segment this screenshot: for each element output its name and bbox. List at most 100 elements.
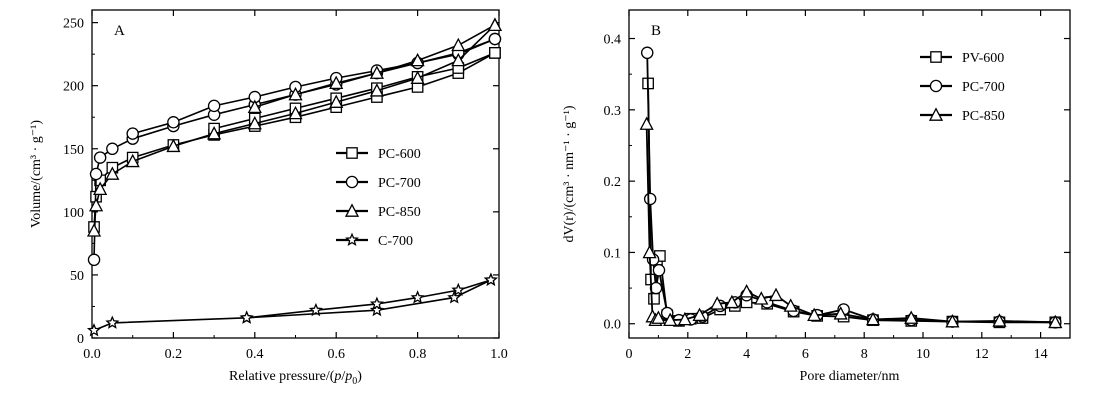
- panel-b-pc-850-data-point: [642, 244, 657, 259]
- panel-a-pc-850-data-point: [105, 166, 120, 180]
- panel-a-y-axis-label: Volume/(cm³ · g⁻¹): [29, 120, 44, 228]
- panel-a-legend-marker-square: [346, 147, 358, 159]
- panel-a-pc-850-data-point: [288, 86, 303, 101]
- panel-a-y-tick-label: 150: [63, 143, 84, 158]
- panel-a-pc-700-data-point: [126, 127, 139, 140]
- panel-a-x-tick-label: 0.2: [165, 347, 183, 362]
- panel-a-legend-label: C-700: [378, 234, 413, 249]
- panel-a-x-tick-label: 1.0: [490, 347, 508, 362]
- panel-a-pc-700-desorption-line: [132, 38, 496, 135]
- panel-b-pc-850-data-point: [663, 312, 678, 327]
- panel-b-pc-850-data-point: [739, 284, 754, 298]
- panel-b-pc-850-data-point: [833, 306, 848, 320]
- panel-a-x-axis-label-text: Relative pressure/(: [229, 369, 335, 384]
- panel-a-c-700-data-point: [451, 282, 466, 297]
- panel-b-pc-850-curve-line: [645, 124, 1056, 324]
- panel-b-label: B: [651, 23, 661, 39]
- panel-a-pc-850-data-point: [93, 181, 108, 195]
- panel-a-pc-850-data-point: [487, 17, 503, 31]
- panel-a-legend-marker-circle: [345, 175, 359, 189]
- panel-a-pc-700-data-point: [207, 99, 221, 113]
- panel-a-x-tick-label: 0.6: [327, 347, 345, 362]
- panel-b-y-tick-label: 0.2: [604, 175, 622, 190]
- panel-b-pc-700-data-point: [643, 192, 657, 206]
- panel-a-pc-700-data-point: [106, 142, 119, 156]
- panel-a-pc-850-data-point: [451, 52, 466, 67]
- panel-a-legend-label: PC-700: [378, 176, 421, 191]
- panel-a-pc-700-data-point: [87, 253, 101, 267]
- panel-a-legend-marker-star: [344, 232, 360, 246]
- panel-b-x-axis-label: Pore diameter/nm: [800, 369, 900, 384]
- panel-a-pc-700-data-point: [167, 116, 180, 129]
- panel-b-pc-700-data-point: [652, 264, 666, 277]
- panel-b-series: [639, 46, 1063, 329]
- panel-a-pc-850-data-point: [88, 197, 104, 212]
- panel-b-x-tick-label: 14: [1034, 347, 1048, 362]
- panel-a-pc-850-data-point: [329, 94, 344, 108]
- panel-a-c-700-data-point: [410, 290, 425, 304]
- panel-a-chart: A 0.0 0.2 0.4 0.6 0.8 1.0 0 50 100 150 200 250 PC-6…: [29, 9, 508, 387]
- panel-b-pc-850-data-point: [724, 294, 739, 309]
- panel-b-pc-850-data-point: [865, 311, 881, 326]
- panel-a-pc-700-adsorption-line: [93, 38, 496, 260]
- panel-b-legend-marker-triangle: [928, 107, 944, 121]
- panel-b-y-tick-label: 0.0: [604, 318, 622, 333]
- panel-b-legend-label: PC-700: [962, 80, 1005, 95]
- panel-a-c-700-data-point: [239, 310, 254, 324]
- panel-a-pc-850-data-point: [247, 115, 262, 130]
- panel-a-axes: 0.0 0.2 0.4 0.6 0.8 1.0 0 50 100 150 200 250: [63, 10, 508, 362]
- panel-a-x-tick-label: 0.0: [83, 347, 101, 362]
- panel-b-pc-850-data-point: [754, 291, 769, 305]
- panel-b-chart: B 0 2 4 6 8 10 12 14 0.0 0.1 0.2 0.3 0.4 PV-600 PC-70…: [562, 9, 1071, 384]
- panel-a-c-700-adsorption-line: [93, 279, 492, 332]
- panel-b-legend-marker-square: [930, 51, 942, 63]
- panel-a-x-axis-label: Relative pressure/(p/p0): [229, 369, 362, 387]
- panel-b-pc-700-data-point: [640, 46, 654, 60]
- panel-a-pc-850-data-point: [207, 126, 222, 140]
- panel-b-pc-850-data-point: [904, 310, 919, 324]
- panel-b-x-tick-label: 8: [861, 347, 868, 362]
- panel-a-pc-850-data-point: [86, 223, 102, 237]
- panel-a-pc-600-desorption-line: [213, 52, 496, 130]
- panel-a-pc-700-data-point: [89, 167, 103, 181]
- panel-b-y-tick-label: 0.1: [604, 246, 622, 261]
- panel-a-c-700-data-point: [105, 315, 120, 329]
- panel-b-pc-850-data-point: [992, 313, 1007, 327]
- panel-b-legend-marker-circle: [929, 79, 943, 93]
- panel-b-y-axis-label: dV(r)/(cm³ · nm⁻¹ · g⁻¹): [562, 105, 577, 242]
- panel-a-c-700-data-point: [86, 322, 102, 337]
- panel-b-plot-frame: [628, 9, 1071, 339]
- panel-a-pc-850-data-point: [166, 138, 181, 153]
- panel-b-pc-850-data-point: [807, 307, 822, 322]
- panel-a-x-tick-label: 0.8: [409, 347, 427, 362]
- panel-a-legend-marker-triangle: [344, 203, 360, 217]
- panel-a-x-axis-label-p: p: [333, 369, 341, 384]
- panel-b-pc-850-data-point: [710, 296, 725, 310]
- panel-b-pc-850-data-point: [783, 298, 798, 312]
- panel-a-x-axis-label-p0: p: [344, 369, 352, 384]
- panel-b-pc-850-data-point: [692, 307, 707, 322]
- panel-b-legend-label: PV-600: [962, 51, 1004, 66]
- panel-b-legend-label: PC-850: [962, 109, 1005, 124]
- panel-a-pc-700-data-point: [93, 151, 107, 164]
- panel-a-c-700-data-point: [369, 296, 384, 310]
- panel-a-y-tick-label: 200: [63, 80, 84, 95]
- panel-a-y-tick-label: 0: [77, 332, 84, 347]
- panel-a-c-700-data-point: [369, 302, 384, 317]
- panel-b-y-tick-label: 0.3: [604, 104, 622, 119]
- panel-b-axes: 0 2 4 6 8 10 12 14 0.0 0.1 0.2 0.3 0.4: [604, 10, 1070, 362]
- panel-a-series: [86, 17, 503, 337]
- panel-a-pc-850-data-point: [369, 83, 384, 97]
- panel-a-pc-850-data-point: [125, 153, 140, 168]
- panel-a-c-700-data-point: [483, 272, 498, 287]
- panel-b-pc-850-data-point: [651, 310, 666, 324]
- panel-b-pv-600-data-point: [648, 292, 660, 305]
- panel-a-x-tick-label: 0.4: [246, 347, 264, 362]
- panel-b-x-tick-label: 0: [626, 347, 633, 362]
- panel-b-y-tick-label: 0.4: [604, 33, 622, 48]
- panel-b-x-tick-label: 4: [743, 347, 750, 362]
- panel-a-pc-600-adsorption-line: [93, 52, 496, 228]
- panel-b-x-tick-label: 10: [916, 347, 930, 362]
- panel-a-pc-850-data-point: [329, 75, 344, 90]
